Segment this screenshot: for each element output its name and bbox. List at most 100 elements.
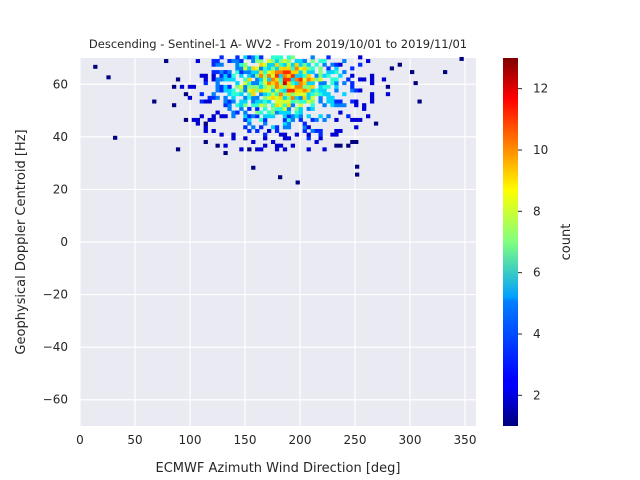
heatmap-cell [251, 95, 256, 100]
heatmap-cell [263, 114, 268, 119]
heatmap-cell [381, 77, 387, 82]
heatmap-cell [263, 88, 268, 93]
heatmap-cell [183, 117, 189, 122]
heatmap-cell [314, 117, 319, 122]
heatmap-cell [286, 59, 292, 64]
heatmap-cell [267, 73, 272, 78]
heatmap-cell [290, 99, 296, 104]
heatmap-cell [211, 77, 216, 82]
heatmap-cell [267, 84, 272, 89]
heatmap-cell [274, 95, 280, 100]
heatmap-cell [302, 84, 307, 89]
heatmap-cell [278, 175, 283, 180]
heatmap-cell [358, 117, 363, 122]
heatmap-cell [338, 73, 343, 78]
heatmap-cell [235, 110, 240, 115]
heatmap-cell [203, 128, 208, 133]
heatmap-cell [255, 128, 260, 133]
heatmap-cell [259, 66, 264, 71]
heatmap-cell [322, 147, 327, 152]
heatmap-cell [247, 92, 252, 97]
heatmap-cell [294, 62, 299, 67]
heatmap-cell [235, 81, 240, 86]
heatmap-cell [263, 81, 268, 86]
heatmap-cell [326, 95, 331, 100]
heatmap-cell [195, 121, 200, 126]
heatmap-cell [354, 88, 359, 93]
heatmap-cell [330, 70, 335, 75]
heatmap-cell [270, 81, 276, 86]
heatmap-cell [259, 62, 264, 67]
heatmap-cell [318, 81, 323, 86]
heatmap-cell [255, 84, 260, 89]
heatmap-cell [239, 59, 244, 64]
heatmap-cell [243, 117, 248, 122]
heatmap-cell [294, 99, 299, 104]
colorbar-tick-label: 6 [533, 266, 541, 280]
heatmap-cell [282, 136, 288, 141]
heatmap-cell [251, 66, 256, 71]
heatmap-cells [93, 55, 464, 185]
heatmap-cell [298, 77, 303, 82]
heatmap-cell [247, 95, 252, 100]
heatmap-cell [334, 66, 339, 71]
heatmap-cell [152, 99, 157, 104]
heatmap-cell [243, 70, 248, 75]
y-tick-label: 60 [53, 77, 68, 91]
heatmap-cell [259, 55, 264, 60]
heatmap-cell [318, 128, 323, 133]
heatmap-cell [243, 125, 248, 130]
colorbar-tick-labels: 2 4 6 8 10 12 [518, 82, 548, 402]
heatmap-cell [322, 117, 327, 122]
heatmap-cell [286, 106, 292, 111]
y-tick-label: −40 [43, 340, 68, 354]
heatmap-cell [270, 73, 276, 78]
heatmap-cell [247, 88, 252, 93]
heatmap-cell [251, 125, 256, 130]
heatmap-cell [219, 84, 224, 89]
heatmap-cell [247, 70, 252, 75]
heatmap-cell [306, 84, 311, 89]
heatmap-cell [270, 59, 276, 64]
heatmap-cell [278, 81, 284, 86]
heatmap-cell [164, 59, 169, 64]
heatmap-cell [270, 95, 276, 100]
heatmap-cell [263, 77, 268, 82]
heatmap-cell [203, 140, 208, 144]
heatmap-cell [113, 135, 118, 140]
heatmap-cell [334, 117, 339, 122]
heatmap-cell [286, 95, 292, 100]
x-tick-label: 300 [399, 433, 422, 447]
heatmap-cell [278, 95, 284, 100]
heatmap-cell [290, 55, 296, 60]
heatmap-cell [294, 84, 299, 89]
heatmap-cell [267, 114, 272, 119]
heatmap-cell [223, 151, 228, 156]
heatmap-cell [346, 143, 351, 148]
heatmap-cell [259, 81, 264, 86]
heatmap-cell [354, 103, 359, 108]
heatmap-cell [215, 62, 220, 67]
heatmap-cell [326, 66, 331, 71]
heatmap-cell [251, 114, 256, 119]
heatmap-cell [270, 70, 276, 75]
heatmap-cell [255, 73, 260, 78]
heatmap-cell [235, 103, 240, 108]
heatmap-cell [298, 70, 303, 75]
chart-title: Descending - Sentinel-1 A- WV2 - From 20… [89, 37, 467, 51]
heatmap-cell [274, 84, 280, 89]
heatmap-cell [334, 77, 339, 82]
heatmap-cell [239, 106, 244, 111]
heatmap-cell [263, 73, 268, 78]
heatmap-cell [417, 99, 422, 104]
heatmap-cell [318, 66, 323, 71]
heatmap-cell [203, 99, 208, 104]
heatmap-cell [326, 99, 331, 104]
heatmap-cell [362, 77, 367, 82]
heatmap-cell [247, 117, 252, 122]
heatmap-cell [314, 77, 319, 82]
heatmap-cell [350, 81, 355, 86]
heatmap-cell [294, 92, 299, 97]
heatmap-cell [282, 92, 288, 97]
heatmap-cell [278, 103, 284, 108]
